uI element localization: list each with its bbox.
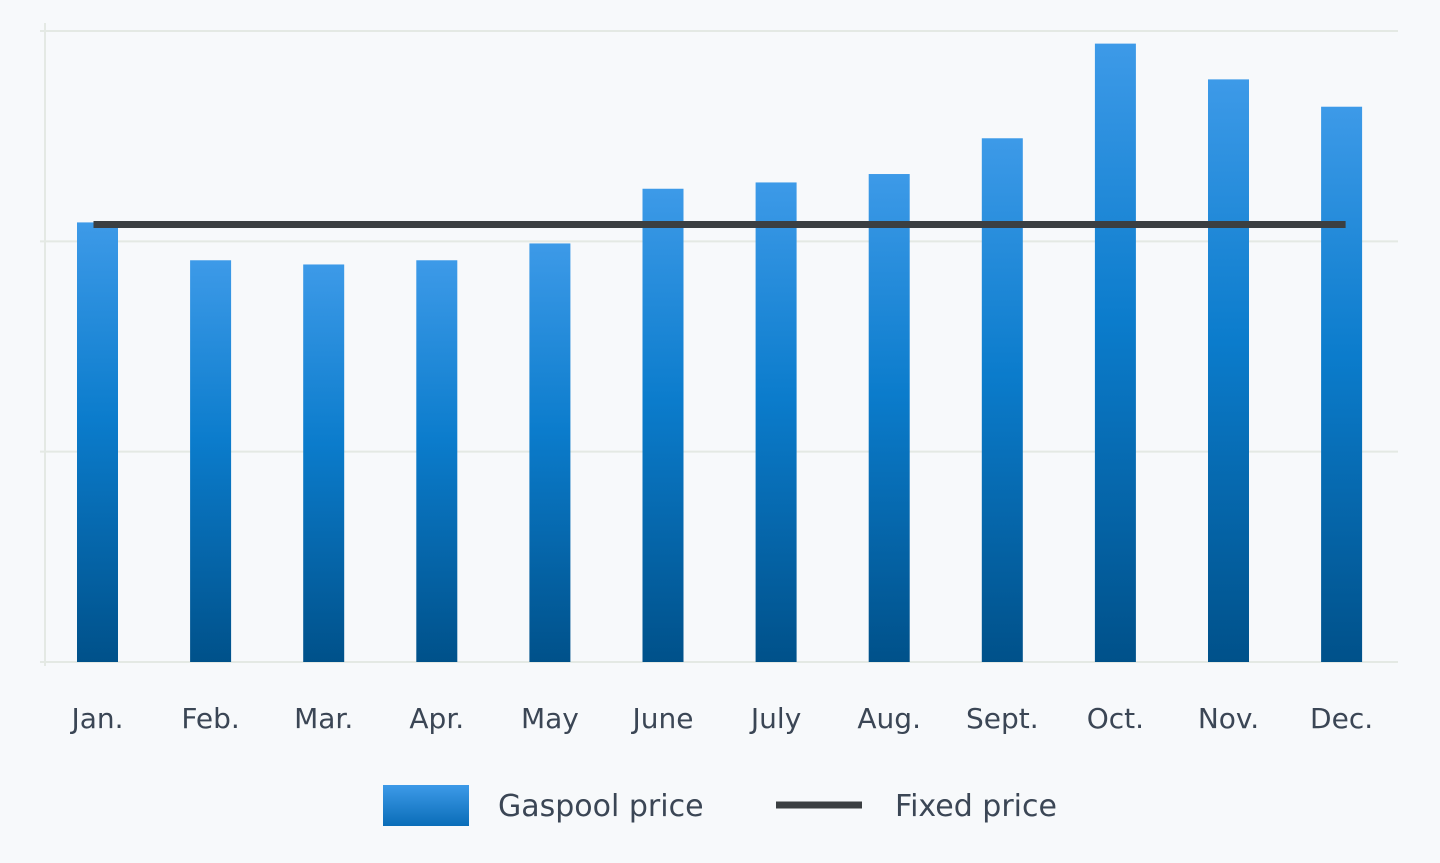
x-tick-label-oct: Oct.	[1087, 702, 1144, 735]
x-tick-label-feb: Feb.	[181, 702, 239, 735]
x-tick-label-dec: Dec.	[1310, 702, 1373, 735]
bar-sept	[981, 138, 1023, 662]
bar-may	[529, 243, 571, 663]
bars	[77, 43, 1363, 663]
legend-swatch-gaspool-price	[383, 785, 469, 826]
legend-label-fixed-price: Fixed price	[895, 789, 1057, 824]
bar-june	[642, 188, 684, 662]
bar-dec	[1321, 106, 1363, 663]
x-tick-label-aug: Aug.	[857, 702, 921, 735]
bar-aug	[868, 174, 910, 662]
bar-oct	[1094, 43, 1136, 663]
bar-mar	[303, 264, 345, 662]
x-tick-label-mar: Mar.	[294, 702, 353, 735]
x-tick-label-apr: Apr.	[409, 702, 464, 735]
bar-july	[755, 182, 797, 662]
bar-jan	[77, 222, 118, 663]
x-tick-label-sept: Sept.	[966, 702, 1039, 735]
x-tick-label-june: June	[631, 702, 694, 735]
x-tick-label-july: July	[749, 702, 801, 735]
legend-label-gaspool-price: Gaspool price	[498, 789, 704, 824]
x-tick-label-jan: Jan.	[69, 702, 123, 735]
bar-apr	[416, 260, 458, 662]
bar-feb	[190, 260, 232, 662]
gridlines	[40, 23, 1398, 666]
x-axis-tick-labels: Jan. Feb. Mar. Apr. May June July Aug. Sept. Oct.…	[69, 702, 1373, 735]
x-tick-label-may: May	[521, 702, 579, 735]
bar-nov	[1208, 79, 1249, 663]
legend: Gaspool price Fixed price	[383, 785, 1057, 826]
x-tick-label-nov: Nov.	[1198, 702, 1259, 735]
